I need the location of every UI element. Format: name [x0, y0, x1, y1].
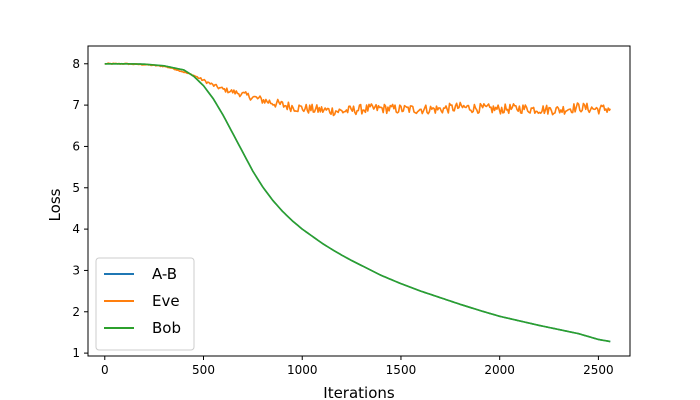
series-layer [104, 62, 611, 343]
legend-entry-a-b: A-B [104, 265, 177, 283]
legend-entry-eve: Eve [104, 292, 180, 310]
y-tick-label: 1 [72, 346, 80, 360]
y-axis-label: Loss [46, 188, 64, 221]
series-line-bob [104, 62, 611, 343]
y-tick-label: 4 [72, 222, 80, 236]
y-tick-label: 7 [72, 98, 80, 112]
y-tick-label: 2 [72, 305, 80, 319]
y-tick-label: 8 [72, 57, 80, 71]
x-tick-label: 1500 [386, 363, 417, 377]
legend-label: Eve [152, 292, 180, 310]
axes-layer: 0 500 1000 1500 2000 2500 1 2 3 4 5 6 7 8 [72, 45, 631, 377]
x-tick-label: 500 [192, 363, 215, 377]
legend-label: Bob [152, 319, 181, 337]
legend-entry-bob: Bob [104, 319, 181, 337]
x-tick-label: 0 [101, 363, 109, 377]
axes-frame [87, 45, 631, 357]
y-tick-label: 5 [72, 181, 80, 195]
x-tick-label: 1000 [287, 363, 318, 377]
x-axis-label: Iterations [323, 384, 395, 400]
legend-label: A-B [152, 265, 177, 283]
y-tick-label: 3 [72, 263, 80, 277]
legend: A-B Eve Bob [95, 257, 195, 351]
y-tick-label: 6 [72, 139, 80, 153]
x-tick-label: 2000 [484, 363, 515, 377]
x-tick-label: 2500 [583, 363, 614, 377]
